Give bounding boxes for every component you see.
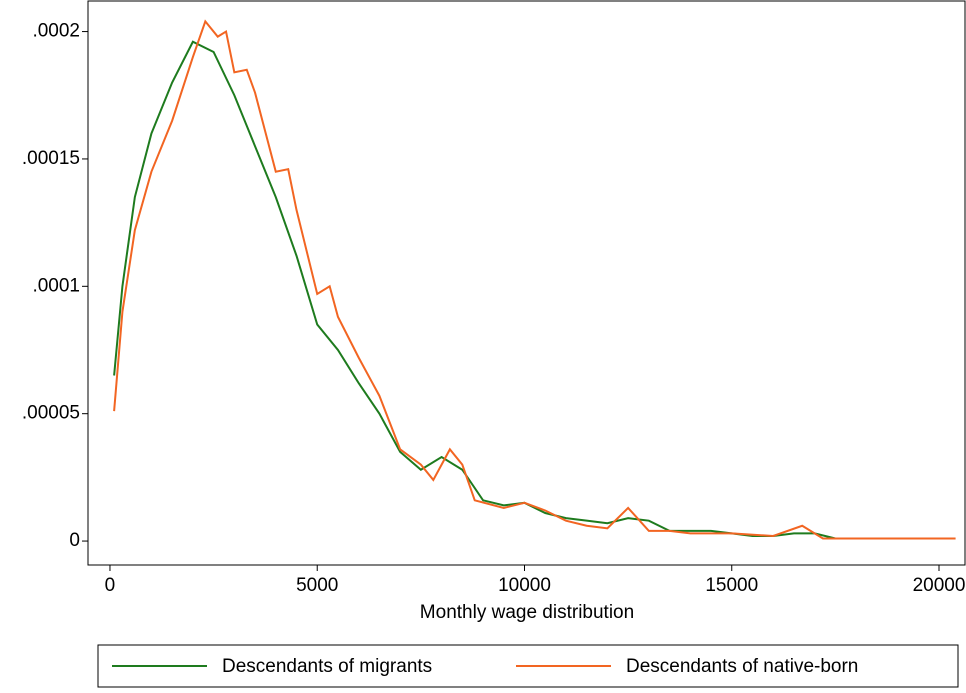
legend-label: Descendants of native-born — [626, 656, 858, 677]
x-tick-label: 5000 — [296, 575, 338, 596]
plot-frame — [87, 0, 966, 566]
y-tick-label: .0001 — [32, 275, 80, 296]
y-tick-label: .0002 — [32, 21, 80, 42]
x-tick-label: 0 — [105, 575, 116, 596]
y-tick-label: .00015 — [22, 148, 80, 169]
y-tick-label: 0 — [69, 530, 80, 551]
x-axis-label: Monthly wage distribution — [420, 602, 634, 623]
x-tick-label: 15000 — [705, 575, 758, 596]
y-tick-label: .00005 — [22, 403, 80, 424]
x-tick-label: 20000 — [913, 575, 966, 596]
series-line — [113, 40, 894, 540]
series-line — [113, 19, 956, 540]
legend-box — [97, 644, 959, 688]
legend-label: Descendants of migrants — [222, 656, 432, 677]
x-tick-label: 10000 — [498, 575, 551, 596]
